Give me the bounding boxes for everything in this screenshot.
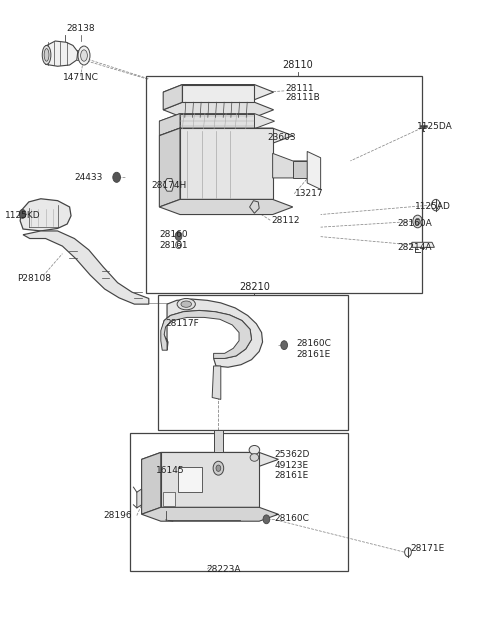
Circle shape [216, 465, 221, 471]
Circle shape [263, 515, 270, 524]
Text: 1125DA: 1125DA [417, 122, 452, 131]
Polygon shape [250, 201, 259, 213]
Polygon shape [212, 366, 221, 399]
Polygon shape [163, 179, 174, 191]
Polygon shape [273, 153, 307, 178]
Bar [158, 295, 348, 430]
Polygon shape [142, 452, 278, 466]
Text: 28112: 28112 [271, 216, 300, 225]
Text: 23603: 23603 [268, 133, 297, 142]
Circle shape [413, 215, 422, 228]
Polygon shape [293, 161, 307, 178]
Text: 28214A: 28214A [397, 243, 432, 252]
Polygon shape [137, 489, 142, 508]
Ellipse shape [44, 49, 49, 61]
Text: 13217: 13217 [295, 189, 324, 198]
Polygon shape [214, 430, 223, 452]
Text: 28160: 28160 [159, 230, 188, 239]
Text: 1471NC: 1471NC [63, 73, 98, 82]
Text: 28223A: 28223A [206, 565, 241, 574]
Circle shape [213, 461, 224, 475]
Polygon shape [163, 85, 182, 110]
Polygon shape [161, 310, 252, 358]
Ellipse shape [177, 298, 195, 310]
Text: 28161E: 28161E [296, 350, 330, 359]
Bar [130, 433, 348, 571]
Polygon shape [307, 151, 321, 189]
Circle shape [175, 232, 182, 240]
Text: 1125KD: 1125KD [5, 211, 40, 220]
Polygon shape [159, 199, 293, 215]
Polygon shape [163, 102, 274, 117]
Text: 28111B: 28111B [286, 93, 320, 102]
Ellipse shape [78, 46, 90, 65]
Text: 28111: 28111 [286, 85, 314, 93]
Polygon shape [182, 85, 254, 102]
Polygon shape [159, 128, 180, 207]
Circle shape [281, 341, 288, 350]
Text: 1125AD: 1125AD [415, 202, 451, 211]
Text: 28174H: 28174H [152, 181, 187, 190]
Ellipse shape [249, 445, 260, 454]
Polygon shape [159, 114, 180, 136]
Text: 28117F: 28117F [166, 319, 199, 328]
Text: 28210: 28210 [239, 282, 270, 292]
Polygon shape [142, 452, 161, 514]
Polygon shape [142, 507, 278, 521]
Polygon shape [159, 114, 275, 129]
Text: 49123E: 49123E [275, 461, 309, 469]
Polygon shape [46, 41, 78, 66]
Text: 28160C: 28160C [296, 339, 331, 348]
Bar [146, 76, 422, 293]
Ellipse shape [181, 301, 192, 307]
Polygon shape [161, 452, 259, 507]
Circle shape [113, 172, 120, 182]
Polygon shape [23, 231, 149, 304]
Text: 28110: 28110 [282, 60, 313, 70]
Text: 28196: 28196 [103, 511, 132, 520]
Text: 28160C: 28160C [275, 514, 310, 523]
Text: 25362D: 25362D [275, 450, 310, 459]
Polygon shape [178, 467, 202, 492]
Text: P28108: P28108 [17, 274, 51, 283]
Polygon shape [163, 85, 274, 100]
Circle shape [415, 218, 420, 225]
Ellipse shape [250, 454, 259, 461]
Polygon shape [20, 199, 71, 231]
Polygon shape [412, 242, 434, 247]
Polygon shape [163, 492, 175, 506]
Text: 28161: 28161 [159, 241, 188, 250]
Polygon shape [180, 128, 273, 199]
Polygon shape [162, 299, 263, 367]
Ellipse shape [81, 50, 87, 61]
Polygon shape [159, 128, 293, 143]
Text: 24433: 24433 [75, 174, 103, 182]
Circle shape [19, 209, 26, 218]
Text: 28161E: 28161E [275, 471, 309, 480]
Ellipse shape [42, 45, 51, 64]
Text: 28171E: 28171E [410, 545, 444, 553]
Text: 28138: 28138 [66, 24, 95, 33]
Text: 28160A: 28160A [397, 219, 432, 228]
Text: 16145: 16145 [156, 466, 185, 475]
Polygon shape [180, 114, 254, 128]
